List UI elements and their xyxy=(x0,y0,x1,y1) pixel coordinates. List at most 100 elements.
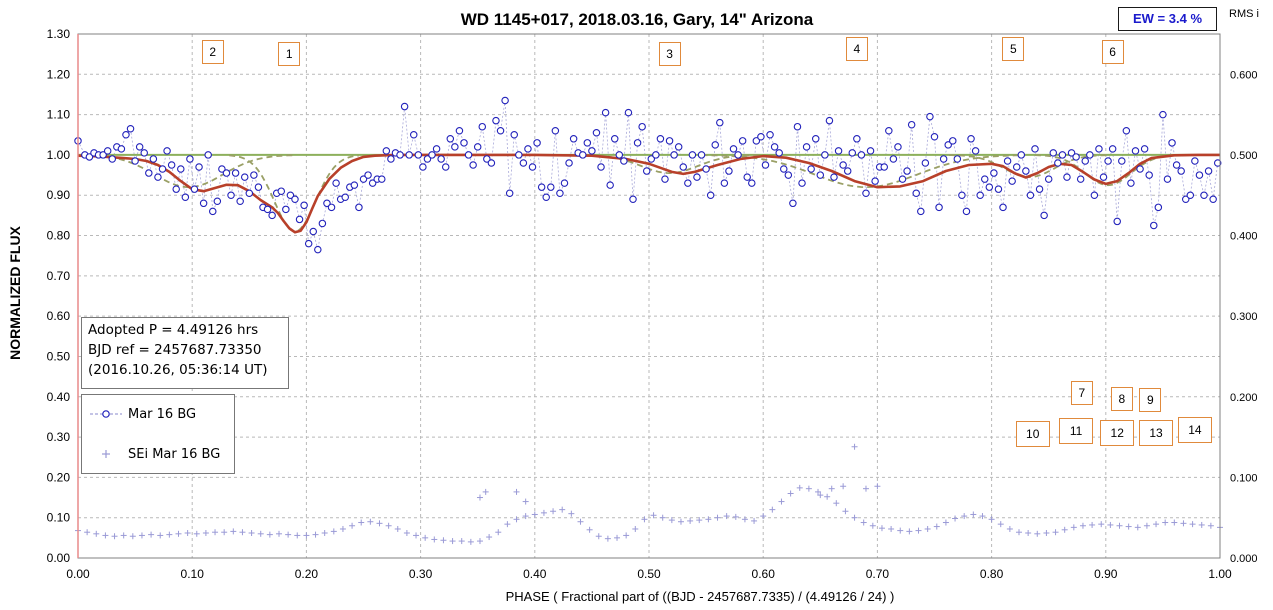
flux-point xyxy=(885,126,893,135)
flux-point xyxy=(834,147,843,155)
x-tick-label: 0.00 xyxy=(66,567,90,581)
flux-point xyxy=(268,211,276,220)
flux-point xyxy=(1172,161,1181,169)
rms-point xyxy=(778,498,785,505)
y-tick-label: 1.00 xyxy=(47,148,71,162)
flux-point xyxy=(601,108,610,117)
flux-point xyxy=(204,151,212,159)
rms-point xyxy=(385,522,392,529)
rms-point xyxy=(595,533,602,540)
x-axis-label: PHASE ( Fractional part of ((BJD - 24576… xyxy=(506,589,895,604)
rms-point xyxy=(696,517,703,524)
legend-swatch-flux xyxy=(90,410,122,418)
flux-point xyxy=(1044,175,1053,183)
rms-point xyxy=(1098,521,1105,528)
rms-point xyxy=(933,523,940,530)
flux-point xyxy=(551,126,560,135)
event-label-3: 3 xyxy=(658,42,681,67)
rms-point xyxy=(979,513,986,520)
rms-point xyxy=(482,488,489,495)
rms-point xyxy=(285,531,292,538)
rms-point xyxy=(349,522,356,529)
rms-point xyxy=(540,509,547,516)
flux-point xyxy=(711,141,719,149)
flux-point xyxy=(158,165,167,173)
rms-point xyxy=(1061,526,1068,533)
rms-point xyxy=(641,516,648,523)
rms-point xyxy=(257,530,264,537)
rms-point xyxy=(193,530,200,537)
event-label-9: 9 xyxy=(1139,387,1162,412)
flux-point xyxy=(816,171,825,179)
flux-point xyxy=(720,179,729,187)
flux-series xyxy=(74,96,1222,254)
flux-point xyxy=(190,185,199,193)
flux-point xyxy=(323,199,331,208)
rms-point xyxy=(138,532,145,539)
flux-point xyxy=(903,167,911,175)
flux-point xyxy=(898,175,907,183)
rms-point xyxy=(796,484,803,491)
flux-point xyxy=(583,139,592,147)
y-tick-label: 0.90 xyxy=(47,188,71,202)
flux-point xyxy=(766,131,774,139)
flux-point xyxy=(405,151,413,159)
event-label-7: 7 xyxy=(1070,380,1093,405)
rms-point xyxy=(513,488,520,495)
flux-point xyxy=(542,193,550,201)
flux-point xyxy=(976,191,984,199)
rms-point xyxy=(1198,521,1205,528)
flux-point xyxy=(469,161,477,169)
flux-point xyxy=(487,159,496,167)
flux-point xyxy=(615,151,624,159)
flux-point xyxy=(473,143,482,151)
x-tick-label: 0.60 xyxy=(752,567,776,581)
legend-swatch-rms xyxy=(102,450,110,458)
flux-point xyxy=(866,147,875,155)
flux-point xyxy=(985,183,994,191)
flux-point xyxy=(382,147,391,155)
event-label-12: 12 xyxy=(1100,420,1135,447)
flux-point xyxy=(519,159,528,167)
rms-point xyxy=(860,519,867,526)
flux-point xyxy=(592,129,601,137)
flux-point xyxy=(1003,157,1012,165)
rms-point xyxy=(513,516,520,523)
flux-point xyxy=(780,165,788,173)
flux-point xyxy=(1145,171,1153,179)
rms-point xyxy=(93,530,100,537)
rms-point xyxy=(586,526,593,533)
flux-point xyxy=(533,139,541,147)
legend-label-flux: Mar 16 BG xyxy=(128,407,197,422)
flux-point xyxy=(784,171,793,179)
flux-point xyxy=(967,135,975,143)
y-tick-label: 0.50 xyxy=(47,349,71,363)
flux-point xyxy=(1026,191,1035,199)
rms-point xyxy=(568,510,575,517)
rms-point xyxy=(559,506,566,513)
flux-point xyxy=(154,173,162,181)
flux-point xyxy=(1213,159,1222,167)
rms-point xyxy=(339,525,346,532)
rms-point xyxy=(403,530,410,537)
rms-point xyxy=(906,528,913,535)
flux-point xyxy=(1163,175,1172,183)
flux-point xyxy=(277,187,286,195)
rms-series xyxy=(75,443,1223,545)
flux-point xyxy=(579,151,587,159)
y-tick-label: 0.30 xyxy=(47,430,71,444)
flux-point xyxy=(314,245,322,254)
flux-point xyxy=(743,173,751,181)
flux-point xyxy=(798,179,806,187)
rms-point xyxy=(851,443,858,450)
flux-point xyxy=(1076,175,1085,183)
legend-entry-rms: SEi Mar 16 BG xyxy=(82,445,234,465)
rms-point xyxy=(129,533,136,540)
rms-point xyxy=(942,519,949,526)
flux-point xyxy=(186,155,194,163)
flux-point xyxy=(789,199,797,208)
rms-point xyxy=(842,508,849,515)
rms-point xyxy=(212,529,219,536)
flux-point xyxy=(752,137,761,145)
